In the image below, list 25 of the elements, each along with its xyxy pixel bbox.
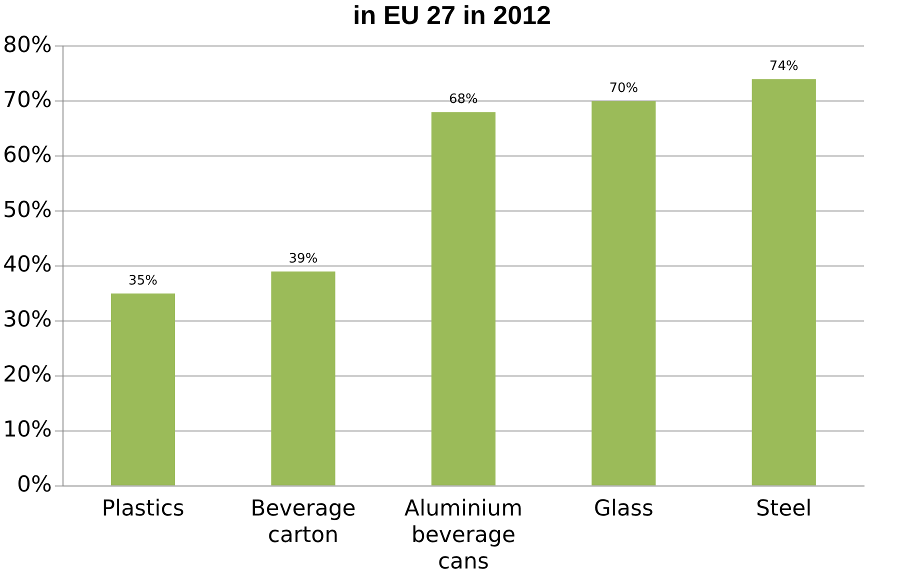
x-tick-label: Plastics [102, 496, 184, 522]
y-tick-label: 30% [2, 308, 52, 333]
bar [271, 271, 336, 486]
y-tick-label: 40% [2, 252, 52, 278]
data-label: 70% [609, 81, 638, 96]
data-label: 74% [769, 59, 798, 74]
y-tick-label: 10% [2, 418, 52, 443]
y-tick-label: 20% [2, 362, 52, 388]
data-label: 39% [288, 251, 318, 266]
data-label: 68% [448, 92, 478, 108]
bar [431, 112, 496, 486]
x-tick-label: Beverage carton [250, 496, 356, 548]
bar [110, 293, 176, 486]
data-label: 35% [128, 273, 158, 288]
y-tick-label: 60% [2, 142, 52, 168]
y-tick-label: 50% [2, 198, 52, 223]
y-tick-label: 80% [2, 32, 52, 58]
chart-title: in EU 27 in 2012 [352, 0, 552, 30]
y-tick-label: 0% [16, 472, 52, 498]
bar [592, 101, 656, 486]
x-tick-label: Aluminium beverage cans [404, 496, 522, 575]
x-tick-label: Steel [756, 496, 812, 522]
bar [752, 79, 816, 486]
y-tick-label: 70% [2, 88, 52, 113]
x-tick-label: Glass [594, 496, 654, 522]
